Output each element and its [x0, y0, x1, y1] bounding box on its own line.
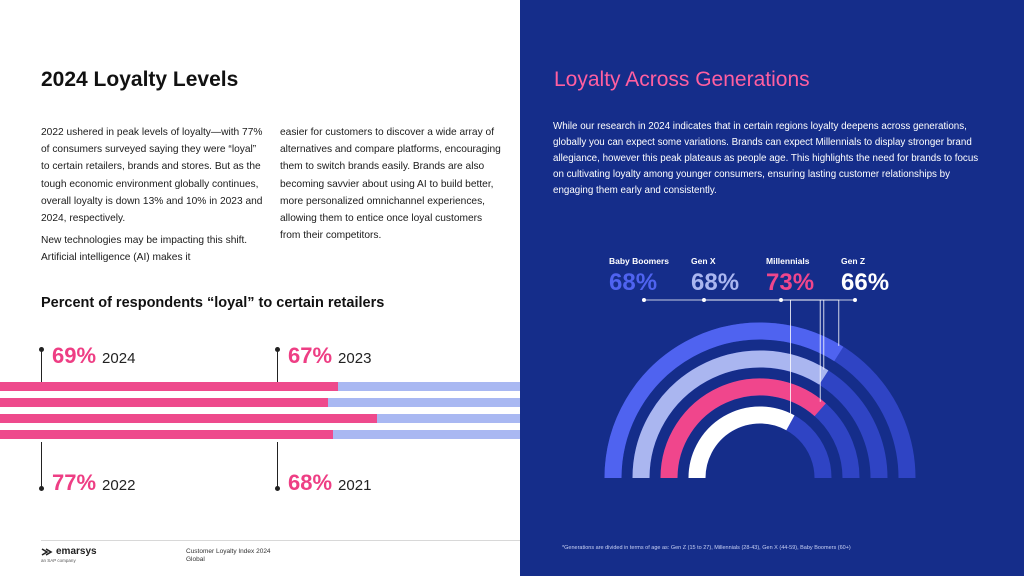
footer-source: Customer Loyalty Index 2024 Global [186, 548, 271, 564]
stat-year: 2022 [102, 477, 136, 494]
arc-baby-boomers [604, 322, 844, 479]
gen-name: Millennials [766, 256, 810, 266]
intro-paragraph-2: New technologies may be impacting this s… [41, 235, 248, 264]
stat-year: 2023 [338, 350, 372, 367]
logo-subtext: an SAP company [41, 558, 76, 563]
intro-paragraph-1: 2022 ushered in peak levels of loyalty—w… [41, 127, 263, 225]
bar-fill-2024 [0, 382, 338, 391]
bar-2024 [0, 382, 520, 391]
leader-dot-millennials [779, 298, 783, 302]
brand-logo: emarsys [41, 546, 97, 557]
generations-paragraph: While our research in 2024 indicates tha… [553, 121, 979, 196]
gen-label-gen-x: Gen X 68% [691, 256, 739, 297]
stat-year: 2024 [102, 350, 136, 367]
leader-dot-gen-z [853, 298, 857, 302]
bar-fill-2021 [0, 430, 333, 439]
footer-source-line-1: Customer Loyalty Index 2024 [186, 548, 271, 555]
intro-column-2: easier for customers to discover a wide … [280, 124, 502, 249]
generations-footnote: *Generations are divided in terms of age… [562, 545, 851, 551]
leader-line-gen-z [790, 299, 855, 415]
generations-title: Loyalty Across Generations [554, 68, 810, 91]
gen-label-baby-boomers: Baby Boomers 68% [609, 256, 669, 297]
arc-gen-z [688, 406, 795, 479]
footer-divider [41, 540, 520, 541]
intro-paragraph-3: easier for customers to discover a wide … [280, 127, 501, 242]
intro-column-1: 2022 ushered in peak levels of loyalty—w… [41, 124, 266, 272]
bar-2021 [0, 430, 520, 439]
stat-2024: 69% 2024 [52, 343, 135, 369]
stat-percent: 69% [52, 343, 97, 368]
section-subtitle: Percent of respondents “loyal” to certai… [41, 295, 385, 311]
gen-percent: 68% [609, 269, 658, 296]
arc-millennials [660, 378, 826, 479]
emarsys-logo-icon [41, 547, 53, 556]
leader-dot-baby-boomers [642, 298, 646, 302]
stat-tick-2023 [275, 347, 280, 385]
gen-name: Gen X [691, 256, 716, 266]
stat-year: 2021 [338, 477, 372, 494]
logo-text: emarsys [56, 546, 97, 557]
gen-label-millennials: Millennials 73% [766, 256, 814, 297]
stat-2023: 67% 2023 [288, 343, 371, 369]
right-panel: Loyalty Across Generations While our res… [520, 0, 1024, 576]
stat-percent: 67% [288, 343, 333, 368]
bar-fill-2023 [0, 398, 328, 407]
stat-tick-2021 [275, 442, 280, 491]
bar-2023 [0, 398, 520, 407]
footer-source-line-2: Global [186, 556, 205, 563]
gen-percent: 73% [766, 269, 815, 296]
stat-percent: 68% [288, 470, 333, 495]
left-panel: 2024 Loyalty Levels 2022 ushered in peak… [0, 68, 520, 564]
stat-2021: 68% 2021 [288, 470, 371, 496]
gen-percent: 66% [841, 269, 890, 296]
stat-tick-2022 [39, 442, 44, 491]
stat-tick-2024 [39, 347, 44, 385]
gen-name: Gen Z [841, 256, 866, 266]
gen-label-gen-z: Gen Z 66% [841, 256, 889, 297]
page-title: 2024 Loyalty Levels [41, 68, 239, 91]
bar-2022 [0, 414, 520, 423]
gen-name: Baby Boomers [609, 256, 669, 266]
stat-2022: 77% 2022 [52, 470, 135, 496]
loyalty-bars [0, 382, 520, 442]
bar-fill-2022 [0, 414, 377, 423]
leader-dot-gen-x [702, 298, 706, 302]
stat-percent: 77% [52, 470, 97, 495]
generations-arc-chart [604, 298, 916, 479]
gen-percent: 68% [691, 269, 740, 296]
